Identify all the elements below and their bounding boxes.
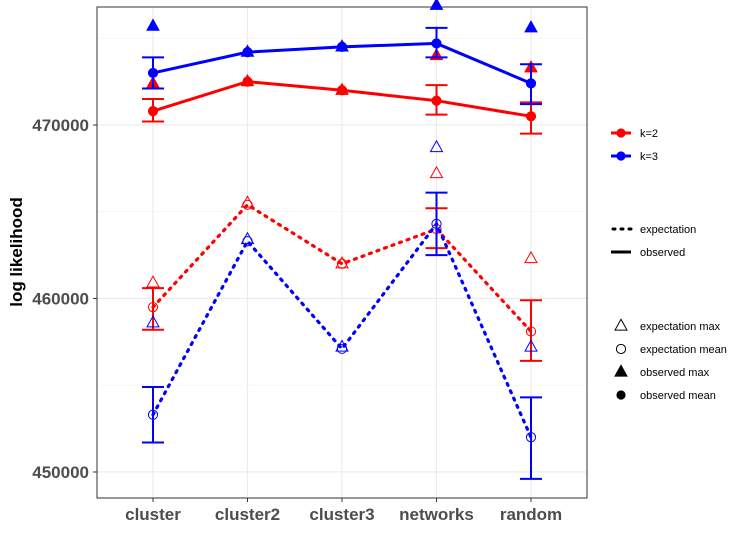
observed-mean-marker	[525, 78, 537, 89]
series-layer	[142, 0, 542, 480]
series-observed-k=3	[142, 0, 542, 106]
series-observed-k=2	[142, 47, 542, 135]
series-expectation-k=3	[142, 139, 542, 480]
observed-mean-marker	[147, 67, 159, 79]
legend-label: k=2	[640, 128, 658, 140]
y-axis-title: log likelihood	[7, 197, 26, 307]
x-tick-label: cluster2	[215, 505, 280, 524]
expectation-mean-marker	[336, 258, 348, 269]
observed-mean-marker	[525, 111, 537, 122]
expectation-max-marker	[335, 339, 349, 352]
expectation-max-marker	[524, 339, 538, 352]
expectation-max-marker	[146, 275, 160, 288]
y-tick-label: 470000	[32, 116, 89, 135]
observed-mean-marker	[242, 76, 253, 87]
legend-label: expectation mean	[640, 344, 727, 356]
axis-labels: 450000 460000 470000 cluster cluster2 cluster…	[32, 116, 562, 524]
expectation-max-marker	[240, 231, 255, 245]
expectation-mean-marker	[147, 409, 159, 420]
x-tick-label: networks	[399, 505, 474, 524]
observed-mean-marker	[147, 105, 159, 117]
observed-max-marker	[146, 18, 160, 31]
legend-label: observed max	[640, 367, 710, 379]
legend-label: expectation	[640, 224, 696, 236]
legend-key-point	[616, 151, 626, 161]
legend-key-shape	[616, 390, 626, 400]
expectation-max-marker	[146, 315, 160, 328]
y-tick-label: 460000	[32, 289, 89, 308]
legend-label: k=3	[640, 151, 658, 163]
legend-label: expectation max	[640, 321, 721, 333]
observed-max-marker	[429, 0, 444, 10]
legend-key-shape	[614, 364, 628, 377]
expectation-max-marker	[429, 165, 444, 179]
series-line	[151, 220, 533, 439]
x-tick-label: random	[500, 505, 562, 524]
legend: k=2 k=3 expectation observed expectation max…	[611, 128, 727, 402]
legend-key-shape	[614, 318, 628, 331]
expectation-max-marker	[524, 250, 538, 264]
expectation-mean-marker	[242, 199, 253, 210]
expectation-mean-marker	[431, 218, 442, 229]
x-tick-label: cluster3	[309, 505, 374, 524]
expectation-mean-marker	[242, 236, 253, 247]
expectation-mean-marker	[336, 343, 348, 354]
legend-label: observed mean	[640, 390, 716, 402]
expectation-mean-marker	[147, 302, 159, 313]
y-tick-label: 450000	[32, 463, 89, 482]
observed-mean-marker	[431, 38, 442, 49]
expectation-mean-marker	[525, 326, 537, 337]
x-tick-label: cluster	[125, 505, 181, 524]
legend-key-point	[616, 128, 626, 138]
legend-key-shape	[615, 343, 627, 355]
expectation-max-marker	[240, 195, 255, 208]
observed-mean-marker	[336, 41, 348, 53]
observed-max-marker	[524, 20, 538, 33]
observed-mean-marker	[431, 95, 442, 106]
observed-mean-marker	[336, 85, 348, 96]
legend-label: observed	[640, 247, 685, 259]
series-line	[151, 202, 533, 334]
expectation-max-marker	[429, 139, 444, 153]
expectation-mean-marker	[525, 432, 537, 443]
observed-mean-marker	[242, 47, 253, 58]
